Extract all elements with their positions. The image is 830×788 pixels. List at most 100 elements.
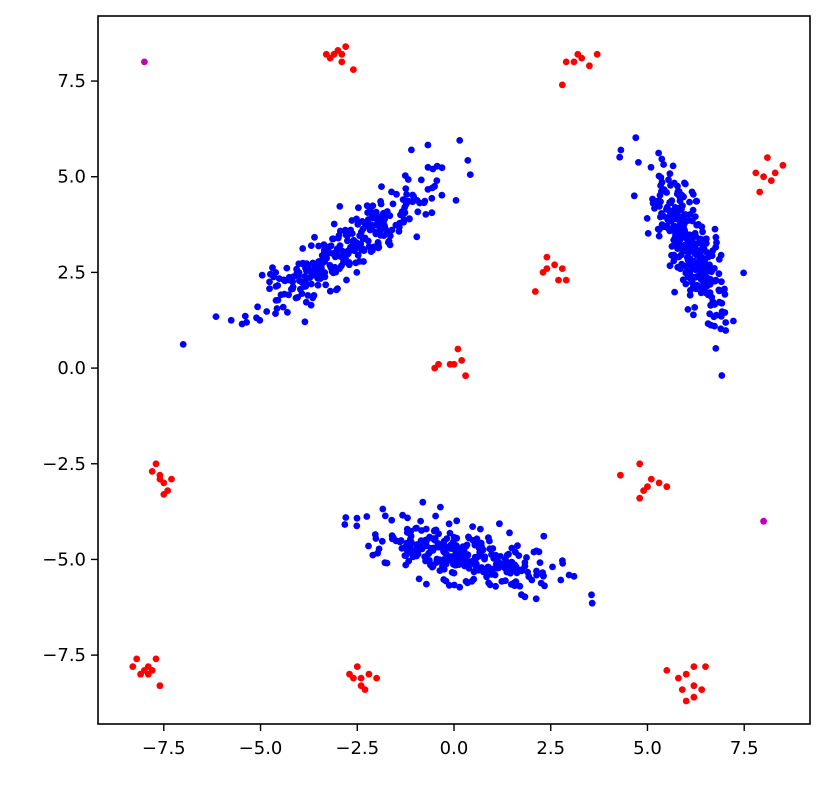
blue-point (702, 239, 710, 247)
blue-point (388, 188, 395, 196)
blue-point (671, 288, 678, 296)
blue-point (415, 575, 423, 583)
blue-point (471, 541, 479, 549)
blue-point (407, 527, 415, 535)
blue-point (437, 503, 444, 511)
blue-point (325, 243, 333, 251)
blue-point (344, 237, 351, 245)
blue-point (311, 233, 318, 241)
blue-point (669, 162, 677, 170)
blue-point (310, 267, 317, 274)
blue-point (464, 157, 472, 164)
blue-point (227, 316, 235, 324)
blue-point (397, 537, 405, 544)
blue-point (528, 576, 536, 584)
red-point (168, 475, 175, 483)
blue-point (371, 531, 379, 538)
blue-point (462, 543, 470, 550)
blue-point (382, 211, 389, 219)
blue-point (369, 202, 377, 210)
blue-point (241, 312, 249, 320)
blue-point (540, 532, 548, 540)
blue-point (658, 210, 665, 217)
blue-point (513, 569, 521, 577)
blue-point (383, 227, 391, 235)
red-point (617, 471, 624, 479)
blue-point (486, 545, 494, 553)
blue-point (678, 206, 685, 214)
blue-point (485, 563, 492, 571)
blue-point (721, 285, 728, 293)
red-point (767, 177, 775, 185)
red-point (690, 663, 698, 670)
blue-point (336, 203, 344, 210)
blue-point (322, 281, 330, 289)
blue-point (433, 555, 441, 563)
blue-point (655, 149, 662, 157)
blue-point (533, 571, 540, 579)
blue-point (655, 232, 663, 240)
y-tick-label: 5.0 (57, 167, 86, 188)
blue-point (680, 212, 688, 220)
red-point (338, 50, 346, 58)
blue-point (496, 520, 503, 528)
blue-point (355, 204, 362, 212)
blue-point (423, 580, 430, 588)
blue-point (715, 287, 723, 295)
blue-point (671, 224, 679, 232)
blue-point (353, 514, 361, 522)
blue-point (307, 242, 315, 250)
blue-point (354, 252, 362, 259)
blue-point (697, 289, 705, 297)
blue-point (681, 219, 688, 227)
blue-point (665, 176, 672, 184)
blue-point (675, 188, 683, 195)
red-point (152, 460, 160, 468)
blue-point (514, 542, 521, 550)
blue-point (422, 211, 430, 218)
blue-point (421, 197, 429, 205)
blue-point (721, 309, 729, 316)
blue-point (417, 176, 425, 184)
red-point (531, 288, 539, 295)
blue-point (657, 182, 664, 190)
blue-point (712, 345, 720, 352)
blue-point (438, 191, 446, 199)
blue-point (466, 171, 474, 179)
red-point (373, 674, 380, 682)
blue-point (701, 284, 709, 292)
blue-point (635, 159, 642, 166)
blue-point (350, 236, 358, 244)
blue-point (360, 247, 368, 255)
blue-point (254, 303, 261, 311)
red-point (342, 43, 350, 50)
blue-point (413, 552, 420, 560)
blue-point (502, 577, 509, 585)
blue-point (469, 523, 476, 530)
blue-point (315, 242, 322, 250)
blue-point (456, 583, 464, 591)
blue-point (408, 146, 415, 154)
blue-point (406, 543, 414, 551)
x-tick-label: 7.5 (730, 738, 759, 759)
blue-point (511, 561, 519, 569)
red-point (129, 663, 137, 670)
blue-point (740, 269, 747, 277)
red-point (361, 686, 369, 693)
blue-point (440, 576, 448, 583)
blue-point (377, 232, 384, 239)
blue-point (452, 197, 460, 204)
red-point (462, 372, 469, 380)
blue-point (266, 285, 273, 293)
blue-point (361, 220, 369, 228)
blue-point (694, 260, 701, 267)
red-point (365, 670, 373, 678)
red-point (562, 58, 570, 66)
blue-point (366, 226, 374, 234)
magenta-point (141, 58, 148, 66)
blue-point (372, 208, 380, 216)
blue-point (429, 546, 437, 554)
blue-point (682, 280, 690, 288)
blue-point (643, 215, 651, 222)
blue-point (329, 235, 337, 243)
